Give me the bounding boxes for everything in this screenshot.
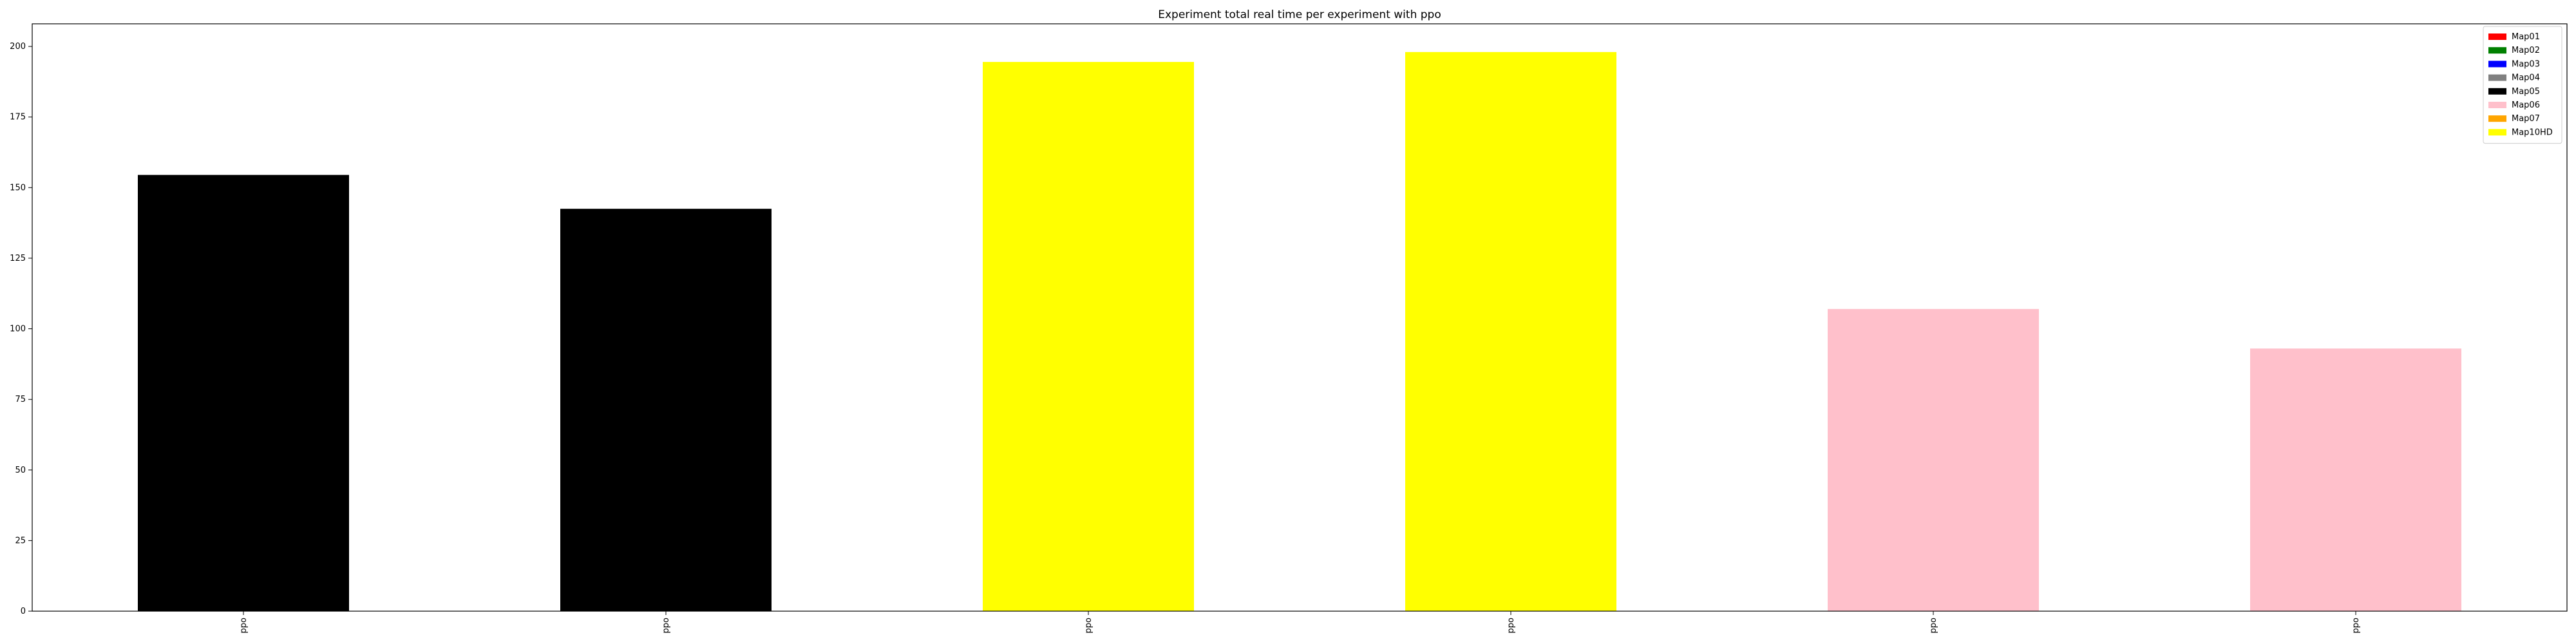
legend-swatch xyxy=(2488,33,2506,40)
y-tick-label: 150 xyxy=(10,183,26,193)
legend-label: Map07 xyxy=(2512,114,2540,124)
legend-swatch xyxy=(2488,88,2506,95)
legend-label: Map06 xyxy=(2512,100,2540,110)
y-tick-label: 100 xyxy=(10,325,26,334)
legend-swatch xyxy=(2488,102,2506,108)
x-axis: ppo ppo ppo ppo ppo ppo xyxy=(239,611,2361,633)
bar-1 xyxy=(138,175,349,612)
legend-label: Map01 xyxy=(2512,32,2540,42)
y-tick-label: 25 xyxy=(15,536,26,545)
legend-label: Map05 xyxy=(2512,87,2540,97)
plot-frame xyxy=(32,23,2568,612)
legend-label: Map02 xyxy=(2512,46,2540,55)
y-axis: 0 25 50 75 100 125 150 175 200 xyxy=(10,42,32,616)
legend-swatch xyxy=(2488,129,2506,136)
y-tick-label: 200 xyxy=(10,42,26,52)
x-tick-label: ppo xyxy=(1929,618,1938,634)
y-tick-label: 175 xyxy=(10,113,26,122)
legend-swatch xyxy=(2488,61,2506,68)
legend-swatch xyxy=(2488,115,2506,122)
y-tick-label: 75 xyxy=(15,395,26,404)
x-tick-label: ppo xyxy=(1084,618,1094,634)
legend-swatch xyxy=(2488,47,2506,54)
legend-swatch xyxy=(2488,74,2506,81)
chart-title: Experiment total real time per experimen… xyxy=(1158,8,1441,21)
bar-2 xyxy=(560,209,772,611)
y-tick-label: 50 xyxy=(15,466,26,475)
x-tick-label: ppo xyxy=(2351,618,2361,634)
x-tick-label: ppo xyxy=(661,618,671,634)
bars-layer xyxy=(138,52,2461,612)
bar-4 xyxy=(1405,52,1616,612)
x-tick-label: ppo xyxy=(1506,618,1516,634)
x-tick-label: ppo xyxy=(239,618,249,634)
bar-6 xyxy=(2250,348,2461,611)
y-tick-label: 125 xyxy=(10,254,26,263)
legend-label: Map03 xyxy=(2512,59,2540,69)
legend-label: Map04 xyxy=(2512,73,2540,83)
bar-5 xyxy=(1828,308,2039,611)
legend: Map01 Map02 Map03 Map04 Map05 Map06 Map07 Map10… xyxy=(2483,26,2562,144)
legend-label: Map10HD xyxy=(2512,128,2553,137)
legend-box xyxy=(2483,26,2562,144)
bar-3 xyxy=(983,62,1194,611)
y-tick-label: 0 xyxy=(21,607,26,616)
